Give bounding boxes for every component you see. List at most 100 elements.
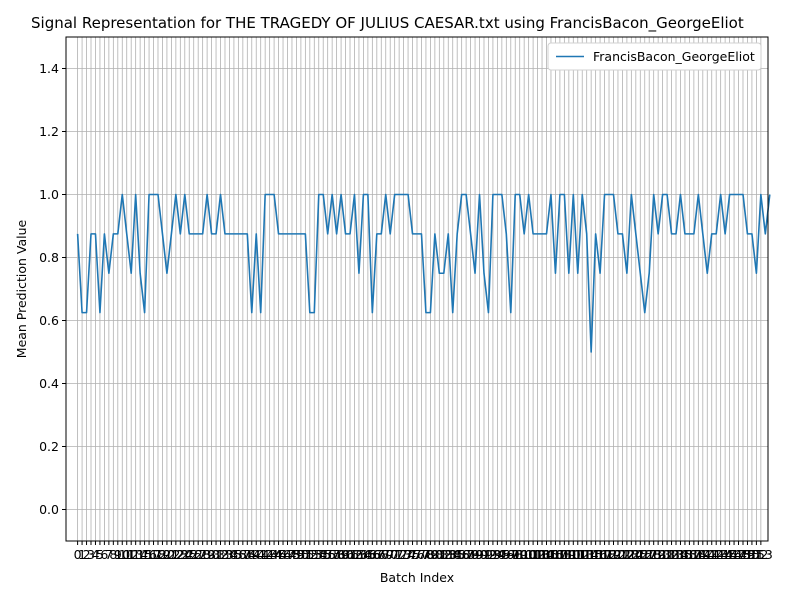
x-tick-label: 1 xyxy=(78,547,86,562)
x-tick-label: 153 xyxy=(749,547,773,562)
x-axis-ticks: 0123456789101112131415161718192021222324… xyxy=(74,541,773,562)
x-tick-label: 77 xyxy=(414,547,430,562)
x-tick-label: 92 xyxy=(480,547,496,562)
x-tick-label: 123 xyxy=(615,547,639,562)
y-axis-ticks: 0.0 0.2 0.4 0.6 0.8 1.0 1.2 1.4 xyxy=(39,61,66,517)
x-tick-label: 100 xyxy=(512,547,536,562)
x-tick-label: 76 xyxy=(409,547,425,562)
x-tick-label: 61 xyxy=(342,547,358,562)
x-tick-label: 50 xyxy=(293,547,309,562)
x-tick-label: 121 xyxy=(606,547,630,562)
x-tick-label: 64 xyxy=(355,547,371,562)
x-tick-label: 109 xyxy=(552,547,576,562)
x-tick-label: 51 xyxy=(297,547,313,562)
x-tick-label: 104 xyxy=(530,547,554,562)
x-tick-label: 119 xyxy=(597,547,621,562)
x-tick-label: 63 xyxy=(351,547,367,562)
x-tick-label: 74 xyxy=(400,547,416,562)
x-tick-label: 97 xyxy=(503,547,519,562)
y-tick-label: 0.2 xyxy=(39,439,59,454)
x-tick-label: 88 xyxy=(463,547,479,562)
x-tick-label: 148 xyxy=(727,547,751,562)
x-tick-label: 105 xyxy=(535,547,559,562)
x-tick-label: 125 xyxy=(624,547,648,562)
x-tick-label: 78 xyxy=(418,547,434,562)
x-tick-label: 110 xyxy=(557,547,581,562)
x-tick-label: 115 xyxy=(579,547,603,562)
x-tick-label: 13 xyxy=(128,547,144,562)
x-tick-label: 118 xyxy=(593,547,617,562)
chart-title: Signal Representation for THE TRAGEDY OF… xyxy=(31,14,744,33)
x-tick-label: 34 xyxy=(221,547,237,562)
x-tick-label: 145 xyxy=(713,547,737,562)
x-tick-label: 29 xyxy=(199,547,215,562)
x-tick-label: 116 xyxy=(584,547,608,562)
x-tick-label: 131 xyxy=(651,547,675,562)
x-tick-label: 99 xyxy=(512,547,528,562)
x-tick-label: 55 xyxy=(315,547,331,562)
x-tick-label: 87 xyxy=(458,547,474,562)
x-tick-label: 147 xyxy=(722,547,746,562)
legend-label-francisbacon-georgeeliot: FrancisBacon_GeorgeEliot xyxy=(593,49,755,64)
x-tick-label: 12 xyxy=(123,547,139,562)
x-tick-label: 139 xyxy=(686,547,710,562)
y-tick-label: 0.8 xyxy=(39,250,59,265)
x-tick-label: 71 xyxy=(387,547,403,562)
x-tick-label: 5 xyxy=(96,547,104,562)
x-tick-label: 143 xyxy=(704,547,728,562)
x-tick-label: 96 xyxy=(498,547,514,562)
x-tick-label: 20 xyxy=(159,547,175,562)
x-tick-label: 79 xyxy=(422,547,438,562)
x-tick-label: 65 xyxy=(360,547,376,562)
y-gridlines xyxy=(66,68,768,510)
x-tick-label: 117 xyxy=(588,547,612,562)
x-tick-label: 37 xyxy=(235,547,251,562)
x-tick-label: 152 xyxy=(744,547,768,562)
x-tick-label: 112 xyxy=(566,547,590,562)
plot-area: 0123456789101112131415161718192021222324… xyxy=(39,36,773,562)
x-tick-label: 38 xyxy=(239,547,255,562)
x-tick-label: 73 xyxy=(396,547,412,562)
x-tick-label: 101 xyxy=(517,547,541,562)
x-tick-label: 41 xyxy=(253,547,269,562)
x-tick-label: 138 xyxy=(682,547,706,562)
x-tick-label: 46 xyxy=(275,547,291,562)
x-tick-label: 3 xyxy=(87,547,95,562)
x-tick-label: 66 xyxy=(364,547,380,562)
x-tick-label: 151 xyxy=(740,547,764,562)
x-tick-label: 47 xyxy=(280,547,296,562)
x-tick-label: 84 xyxy=(445,547,461,562)
y-tick-label: 0.6 xyxy=(39,313,59,328)
x-tick-label: 49 xyxy=(288,547,304,562)
x-tick-label: 62 xyxy=(347,547,363,562)
x-tick-label: 27 xyxy=(190,547,206,562)
x-tick-label: 70 xyxy=(382,547,398,562)
x-tick-label: 80 xyxy=(427,547,443,562)
x-tick-label: 133 xyxy=(660,547,684,562)
legend-box xyxy=(547,42,762,71)
x-tick-label: 150 xyxy=(736,547,760,562)
x-tick-label: 132 xyxy=(655,547,679,562)
x-tick-label: 69 xyxy=(378,547,394,562)
x-tick-label: 2 xyxy=(83,547,91,562)
x-tick-label: 90 xyxy=(472,547,488,562)
x-tick-label: 10 xyxy=(114,547,130,562)
x-tick-label: 23 xyxy=(172,547,188,562)
x-tick-label: 98 xyxy=(507,547,523,562)
x-tick-label: 85 xyxy=(449,547,465,562)
x-tick-label: 9 xyxy=(114,547,122,562)
x-tick-label: 106 xyxy=(539,547,563,562)
x-tick-label: 68 xyxy=(373,547,389,562)
x-tick-label: 82 xyxy=(436,547,452,562)
x-tick-label: 8 xyxy=(109,547,117,562)
x-tick-label: 17 xyxy=(146,547,162,562)
x-tick-label: 130 xyxy=(646,547,670,562)
x-tick-label: 43 xyxy=(262,547,278,562)
x-tick-label: 14 xyxy=(132,547,148,562)
x-tick-label: 135 xyxy=(669,547,693,562)
x-tick-label: 19 xyxy=(155,547,171,562)
x-tick-label: 54 xyxy=(311,547,327,562)
x-tick-label: 122 xyxy=(610,547,634,562)
y-tick-label: 1.4 xyxy=(39,61,59,76)
